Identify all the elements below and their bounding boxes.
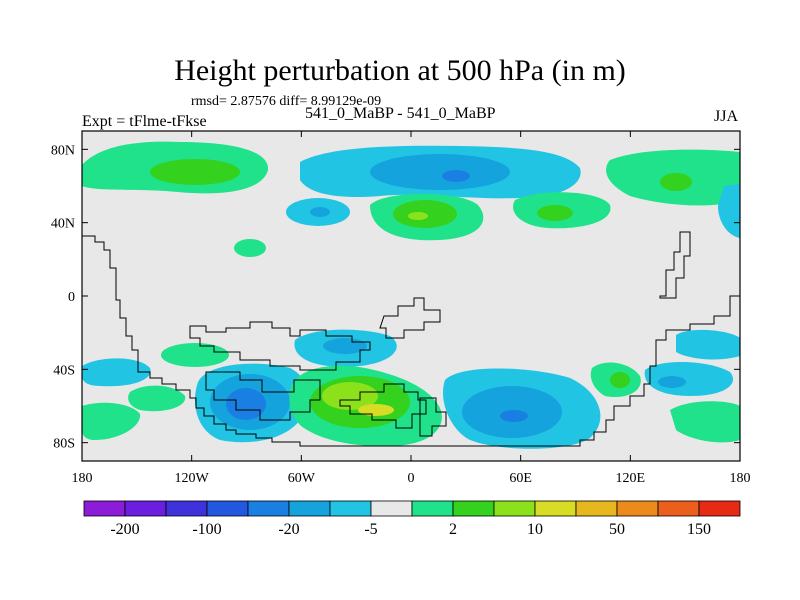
colorbar-swatch: [288, 500, 331, 517]
center-label: 541_0_MaBP - 541_0_MaBP: [305, 105, 496, 122]
colorbar-swatch: [165, 500, 208, 517]
region-satlantic-peak: [322, 382, 378, 410]
region-sindian-darkblue: [500, 410, 528, 422]
region-np-green-core: [150, 159, 240, 185]
y-tick-label: 40S: [53, 363, 75, 378]
colorbar-swatch: [493, 500, 536, 517]
region-samerica-darkblue: [226, 388, 266, 420]
region-se-cyan: [676, 329, 740, 360]
region-sw-green: [128, 385, 186, 412]
colorbar-label: -100: [192, 521, 221, 538]
continent-outline-satl-2: [419, 397, 447, 437]
region-sw-green-2: [82, 402, 141, 440]
colorbar-swatch: [575, 500, 618, 517]
chart-subtitle-stats: rmsd= 2.87576 diff= 8.99129e-09: [191, 94, 382, 109]
x-tick-label: 180: [730, 471, 751, 486]
colorbar-swatch: [452, 500, 495, 517]
colorbar: -200 -100 -20 -5 2 10 50 150: [83, 500, 741, 538]
region-sw-cyan: [82, 358, 151, 387]
y-tick-label: 40N: [51, 217, 75, 232]
axes: 180 120W 60W 0 60E 120E 180 80N 40N 0 40S 80S: [51, 131, 751, 486]
season-label: JJA: [714, 108, 739, 125]
region-se-green: [670, 401, 740, 443]
region-south-green-left: [161, 343, 229, 367]
height-field: [82, 131, 740, 461]
y-tick-label: 80S: [53, 437, 75, 452]
continent-outline-sam: [205, 371, 321, 421]
x-tick-label: 180: [72, 471, 93, 486]
colorbar-swatch: [370, 500, 413, 517]
colorbar-swatch: [534, 500, 577, 517]
region-midnorth-peak: [408, 212, 428, 220]
colorbar-label: -20: [278, 521, 299, 538]
region-ne-green-core: [660, 173, 692, 191]
colorbar-swatch: [83, 500, 126, 517]
region-ne-cyan: [718, 184, 740, 238]
colorbar-label: -200: [110, 521, 139, 538]
x-tick-label: 120W: [175, 471, 210, 486]
experiment-label: Expt = tFlme-tFkse: [82, 113, 207, 130]
region-asia-core: [537, 205, 573, 221]
x-tick-label: 120E: [616, 471, 646, 486]
region-satlantic-max: [358, 404, 394, 416]
continent-outline-south-top: [189, 321, 371, 371]
region-np-darkblue: [442, 170, 470, 182]
colorbar-swatch: [124, 500, 167, 517]
colorbar-swatch: [329, 500, 372, 517]
colorbar-label: 2: [449, 521, 457, 538]
continent-outline-east-strip: [659, 231, 691, 299]
region-aus-blue: [658, 376, 686, 388]
chart-title: Height perturbation at 500 hPa (in m): [174, 54, 626, 87]
x-tick-label: 60E: [509, 471, 532, 486]
region-np-blue: [370, 154, 510, 190]
colorbar-label: -5: [364, 521, 377, 538]
colorbar-swatch: [247, 500, 290, 517]
colorbar-swatch: [206, 500, 249, 517]
colorbar-swatch: [411, 500, 454, 517]
x-tick-label: 60W: [288, 471, 316, 486]
colorbar-swatch: [616, 500, 659, 517]
colorbar-swatch: [698, 500, 741, 517]
x-tick-label: 0: [408, 471, 415, 486]
region-midnorth-blue: [310, 207, 330, 217]
continent-outline-main: [82, 235, 740, 447]
colorbar-label: 10: [527, 521, 543, 538]
region-sindian-green-core: [610, 372, 630, 388]
continent-outline-satl: [339, 383, 427, 429]
coastlines: [82, 231, 740, 447]
y-tick-label: 0: [68, 290, 75, 305]
colorbar-label: 150: [687, 521, 711, 538]
region-small-green: [234, 239, 266, 257]
y-tick-label: 80N: [51, 143, 75, 158]
continent-outline-island: [379, 297, 441, 339]
colorbar-swatch: [657, 500, 700, 517]
colorbar-label: 50: [609, 521, 625, 538]
